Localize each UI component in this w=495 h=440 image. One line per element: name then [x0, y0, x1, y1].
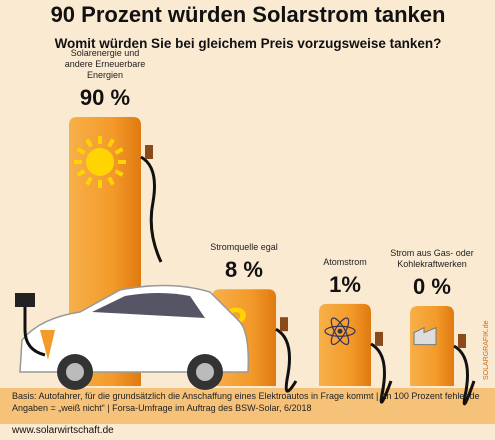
- chart-subtitle: Womit würden Sie bei gleichem Preis vorz…: [55, 36, 442, 51]
- category-box: Atomstrom: [323, 256, 367, 267]
- value-label: 0 %: [413, 274, 451, 299]
- sun-ray: [76, 147, 86, 155]
- value-label: 8 %: [225, 257, 263, 282]
- footer-band: [0, 388, 495, 424]
- category-box: Solarenergie und andere Erneuerbare Ener…: [64, 48, 146, 80]
- bar: [319, 303, 371, 386]
- plug: [145, 145, 153, 159]
- watermark: SOLARGRAFIK.de: [483, 320, 490, 380]
- factory-icon: [413, 326, 437, 346]
- sun-ray: [76, 169, 86, 177]
- category-box: Stromquelle egal: [210, 242, 278, 253]
- sun-ray: [107, 176, 115, 186]
- chart-title: 90 Prozent würden Solarstrom tanken: [51, 2, 446, 27]
- category-label: Stromquelle egal: [210, 242, 278, 253]
- atom-icon: [324, 325, 356, 337]
- sun-ray: [85, 138, 93, 148]
- bar: [410, 306, 454, 386]
- atom-icon: [330, 317, 350, 346]
- cable: [370, 342, 393, 404]
- cable: [275, 327, 298, 393]
- sun-ray: [107, 138, 115, 148]
- source: www.solarwirtschaft.de: [11, 425, 114, 436]
- sun-ray: [114, 169, 124, 177]
- cable: [453, 344, 476, 406]
- note-box: Basis: Autofahrer, für die grundsätzlich…: [12, 391, 480, 413]
- cable: [140, 155, 163, 263]
- car: [15, 284, 250, 390]
- value-label: 90 %: [80, 85, 130, 110]
- note: Basis: Autofahrer, für die grundsätzlich…: [12, 391, 480, 413]
- plug: [458, 334, 466, 348]
- value-label: 1%: [329, 272, 361, 297]
- sun-ray: [114, 147, 124, 155]
- sun-icon: [86, 148, 114, 176]
- plug: [375, 331, 383, 346]
- atom-core: [337, 328, 343, 334]
- plug: [280, 317, 288, 332]
- category-label: Strom aus Gas- oder Kohlekraftwerken: [390, 248, 474, 269]
- atom-icon: [330, 317, 350, 346]
- category-label: Solarenergie und andere Erneuerbare Ener…: [64, 48, 146, 80]
- sun-ray: [85, 176, 93, 186]
- category-label: Atomstrom: [323, 256, 367, 267]
- category-box: Strom aus Gas- oder Kohlekraftwerken: [390, 248, 474, 269]
